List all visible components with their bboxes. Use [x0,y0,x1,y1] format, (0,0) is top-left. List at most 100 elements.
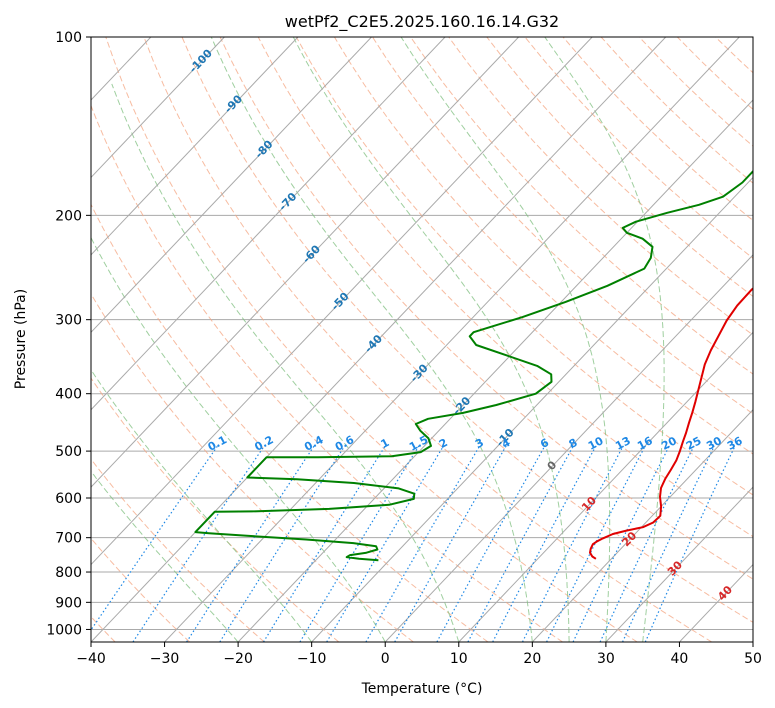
mixing-ratio-line [436,445,546,642]
mixing-ratio-label: 2 [437,436,450,451]
mixing-ratio-label: 1 [379,436,392,451]
x-tick-label: −40 [76,651,106,667]
mixing-ratio-label: 13 [613,434,633,453]
isotherm-line [91,37,520,488]
y-tick-label: 100 [55,30,82,46]
dry-adiabat [600,37,753,184]
x-tick-label: 40 [671,651,689,667]
x-tick-label: −10 [297,651,327,667]
moist-adiabat [91,470,239,642]
y-tick-label: 400 [55,387,82,403]
mixing-ratio-line [394,445,507,642]
x-tick-label: 50 [744,651,762,667]
dry-adiabat [91,458,265,642]
mixing-ratio-line [219,445,346,642]
temperature-line [589,287,753,560]
mixing-ratio-label: 25 [684,434,704,453]
mixing-ratio-line [492,445,597,642]
chart-title: wetPf2_C2E5.2025.160.16.14.G32 [285,12,559,32]
isotherm-line [164,37,740,642]
dry-adiabat [410,37,753,375]
y-tick-label: 200 [55,208,82,224]
y-tick-label: 700 [55,531,82,547]
mixing-ratio-line [91,445,219,631]
moist-adiabat [111,83,460,642]
mixing-ratio-label: 6 [538,436,551,451]
isotherm-line [605,486,753,642]
dry-adiabat [91,104,563,642]
x-axis-title: Temperature (°C) [361,681,483,697]
x-tick-label: 20 [523,651,541,667]
mixing-ratio-line [262,445,386,642]
y-tick-label: 300 [55,313,82,329]
dry-adiabat [638,37,753,147]
isotherm-line [91,37,446,411]
isotherm-line [0,37,4,642]
dry-adiabat [562,37,753,222]
isotherm-line [384,254,753,642]
dry-adiabat [91,203,489,642]
mixing-ratio-label: 30 [704,434,724,453]
dry-adiabat [333,37,753,455]
mixing-ratio-line [546,445,646,642]
mixing-ratio-line [326,445,445,642]
y-tick-label: 500 [55,444,82,460]
x-tick-label: 30 [597,651,615,667]
dry-adiabat [295,37,753,496]
isotherm-line [91,37,593,566]
mixing-ratio-label: 10 [586,434,606,453]
y-axis-title: Pressure (hPa) [13,289,29,389]
mixing-ratio-label: 36 [725,434,745,453]
mixing-ratio-label: 3 [473,436,486,451]
mixing-ratio-label: 20 [659,434,679,453]
mixing-ratio-line [186,445,315,642]
isotherm-line [752,641,753,642]
isotherm-line [91,37,372,334]
isotherm-line [458,331,753,642]
x-tick-label: −30 [150,651,180,667]
y-tick-label: 1000 [46,622,82,638]
axis-ticks: −40 −30 −20 −10 0 10 20 30 40 50 100 200 300 400 500 60… [46,30,762,667]
dry-adiabat [524,37,753,259]
x-tick-label: 0 [381,651,390,667]
dry-adiabat [257,37,753,538]
isotherm-line [91,37,299,256]
dry-adiabat [754,37,775,642]
moist-adiabat [91,236,386,642]
x-tick-label: 10 [450,651,468,667]
dry-adiabat [219,37,753,580]
plot-frame [90,36,754,643]
mixing-ratio-line [599,445,695,642]
mixing-ratio-line [467,445,574,642]
mixing-ratio-line [299,445,420,642]
isotherm-line [531,408,753,642]
dewpoint-line [194,169,753,562]
mixing-ratio-line [132,445,265,642]
mixing-ratio-line [521,445,624,642]
moist-adiabat [91,368,313,642]
dry-adiabat [143,37,713,642]
dry-adiabat [181,37,753,623]
moist-adiabat [210,37,533,642]
moist-adiabat [400,37,611,642]
isotherm-line [91,37,667,642]
mixing-ratio-line [365,445,481,642]
y-tick-label: 900 [55,595,82,611]
isotherm-line [311,176,753,642]
y-tick-label: 600 [55,491,82,507]
moist-adiabat [292,37,570,642]
x-tick-label: −20 [223,651,253,667]
dry-adiabat [105,37,638,642]
data-series [194,169,753,562]
dry-adiabat [91,292,414,642]
background-lines [0,37,775,642]
mixing-ratio-label: 16 [635,434,655,453]
isotherm-line [0,37,77,642]
dry-adiabat [448,37,753,336]
y-tick-label: 800 [55,565,82,581]
isotherm-line [91,37,225,179]
mixing-ratio-line [572,445,670,642]
dry-adiabat [715,37,753,74]
moist-adiabat [544,37,665,642]
